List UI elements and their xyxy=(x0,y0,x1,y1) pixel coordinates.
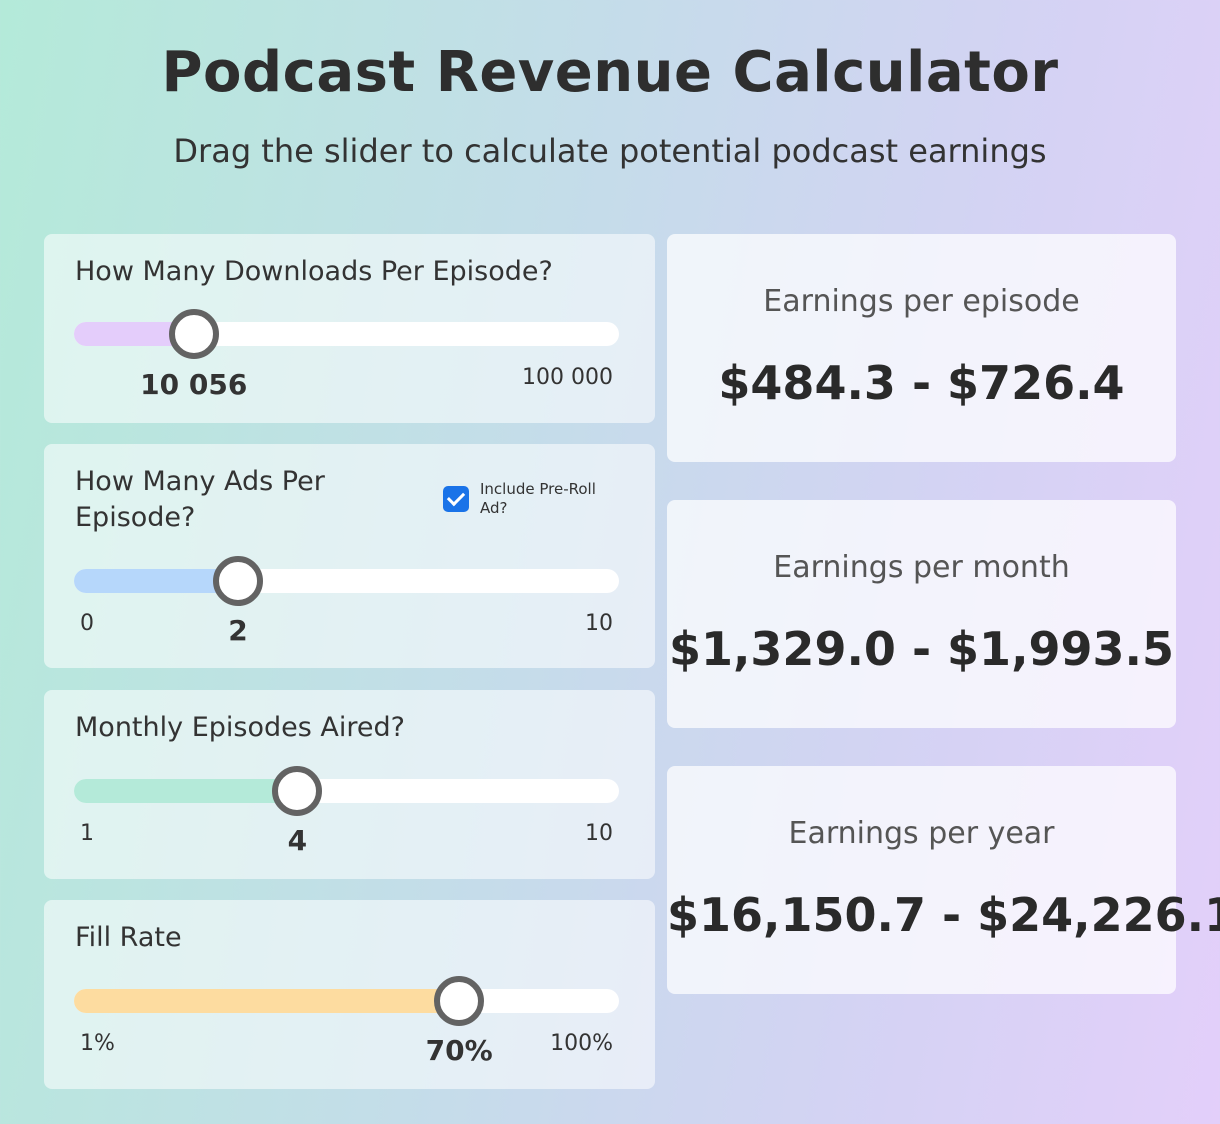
earnings-per-month-card: Earnings per month $1,329.0 - $1,993.5 xyxy=(667,500,1176,728)
earnings-per-year-card: Earnings per year $16,150.7 - $24,226.1 xyxy=(667,766,1220,994)
earnings-per-year-title: Earnings per year xyxy=(788,816,1055,851)
preroll-checkbox[interactable] xyxy=(443,486,469,512)
fill-rate-label: Fill Rate xyxy=(75,922,182,953)
earnings-per-episode-card: Earnings per episode $484.3 - $726.4 xyxy=(667,234,1176,462)
downloads-slider-thumb[interactable] xyxy=(168,309,219,359)
episodes-card: Monthly Episodes Aired? 1 4 10 xyxy=(44,690,655,879)
fill-rate-card: Fill Rate 1% 70% 100% xyxy=(44,900,655,1089)
episodes-max-label: 10 xyxy=(585,821,613,846)
ads-slider-thumb[interactable] xyxy=(213,556,263,606)
fill-rate-slider-fill xyxy=(74,989,460,1013)
ads-card: How Many Ads Per Episode? Include Pre-Ro… xyxy=(44,444,655,668)
episodes-slider[interactable] xyxy=(74,766,619,816)
fill-rate-min-label: 1% xyxy=(80,1031,115,1056)
episodes-label: Monthly Episodes Aired? xyxy=(75,712,405,743)
earnings-per-month-title: Earnings per month xyxy=(773,550,1070,585)
ads-value: 2 xyxy=(228,614,248,647)
earnings-per-episode-title: Earnings per episode xyxy=(763,284,1080,319)
fill-rate-value: 70% xyxy=(425,1034,493,1067)
ads-min-label: 0 xyxy=(80,611,94,636)
page-subtitle: Drag the slider to calculate potential p… xyxy=(173,132,1047,170)
ads-label: How Many Ads Per Episode? xyxy=(75,466,325,533)
ads-slider[interactable] xyxy=(74,556,619,606)
episodes-min-label: 1 xyxy=(80,821,94,846)
downloads-value: 10 056 xyxy=(140,368,248,401)
downloads-max-label: 100 000 xyxy=(522,365,613,390)
downloads-slider[interactable] xyxy=(74,309,619,359)
ads-max-label: 10 xyxy=(585,611,613,636)
fill-rate-slider-thumb[interactable] xyxy=(434,976,485,1026)
episodes-slider-thumb[interactable] xyxy=(272,766,323,816)
downloads-label: How Many Downloads Per Episode? xyxy=(75,256,553,287)
fill-rate-slider[interactable] xyxy=(74,976,619,1026)
episodes-slider-fill xyxy=(74,779,298,803)
earnings-per-year-value: $16,150.7 - $24,226.1 xyxy=(667,888,1220,942)
page-title: Podcast Revenue Calculator xyxy=(161,40,1059,105)
earnings-per-episode-value: $484.3 - $726.4 xyxy=(718,356,1125,410)
downloads-card: How Many Downloads Per Episode? 10 056 1… xyxy=(44,234,655,423)
ads-slider-fill xyxy=(74,569,238,593)
episodes-value: 4 xyxy=(287,824,308,857)
fill-rate-max-label: 100% xyxy=(550,1031,613,1056)
earnings-per-month-value: $1,329.0 - $1,993.5 xyxy=(668,622,1175,676)
preroll-checkbox-label[interactable]: Include Pre-Roll Ad? xyxy=(480,480,596,517)
